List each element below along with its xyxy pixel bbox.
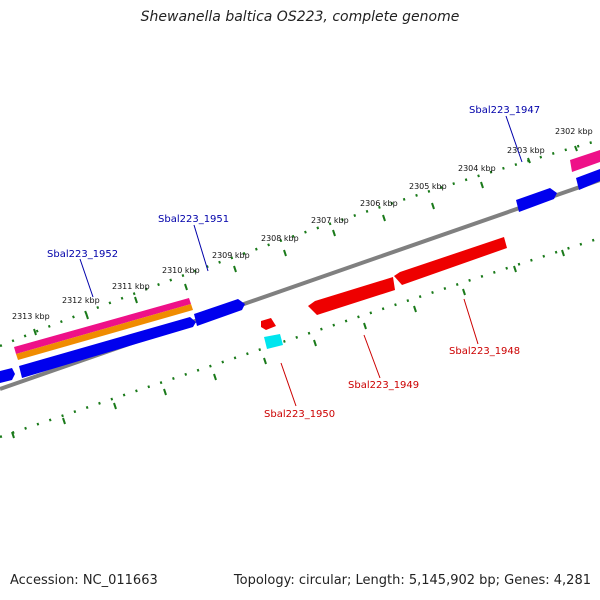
gene-arrow-left-edge (0, 368, 15, 383)
orange-feature-track (16, 304, 193, 360)
tick-label-2303: 2303 kbp (507, 146, 545, 155)
tick-label-2305: 2305 kbp (409, 182, 447, 191)
tick-label-2309: 2309 kbp (212, 251, 250, 260)
gene-label-sbal223-1950: Sbal223_1950 (264, 409, 335, 420)
gene-label-sbal223-1951: Sbal223_1951 (158, 214, 229, 225)
gene-arrow-sbal223-1948 (394, 237, 507, 285)
gene-arrow-sbal223-1952 (19, 317, 196, 378)
map-title: Shewanella baltica OS223, complete genom… (140, 9, 460, 25)
gene-arrow-right-edge (576, 169, 600, 190)
major-ticks (11, 145, 578, 439)
tick-label-2308: 2308 kbp (261, 234, 299, 243)
genome-summary-text: Topology: circular; Length: 5,145,902 bp… (233, 573, 591, 588)
label-leaders (79, 115, 523, 407)
tick-label-2311: 2311 kbp (112, 282, 150, 291)
tick-label-2302: 2302 kbp (555, 127, 593, 136)
gene-label-sbal223-1949: Sbal223_1949 (348, 380, 419, 391)
outer-tick-ring (0, 138, 600, 348)
tick-label-2312: 2312 kbp (62, 296, 100, 305)
genome-backbone (0, 178, 600, 391)
tick-label-2313: 2313 kbp (12, 312, 50, 321)
gene-label-sbal223-1947: Sbal223_1947 (469, 105, 540, 116)
tick-label-2306: 2306 kbp (360, 199, 398, 208)
gene-arrow-sbal223-1951 (194, 299, 245, 326)
gene-arrow-sbal223-1950 (261, 318, 276, 330)
gene-label-sbal223-1952: Sbal223_1952 (47, 249, 118, 260)
gene-label-sbal223-1948: Sbal223_1948 (449, 346, 520, 357)
cyan-feature (264, 334, 283, 349)
reverse-cds (261, 237, 507, 349)
magenta-feature-track-right (570, 150, 600, 172)
magenta-feature-track (14, 298, 191, 354)
tick-label-2304: 2304 kbp (458, 164, 496, 173)
tick-label-2310: 2310 kbp (162, 266, 200, 275)
tick-label-2307: 2307 kbp (311, 216, 349, 225)
gene-arrow-sbal223-1949 (308, 277, 395, 315)
gene-arrow-sbal223-1947 (516, 188, 557, 212)
forward-cds (0, 169, 600, 383)
accession-text: Accession: NC_011663 (10, 573, 158, 588)
